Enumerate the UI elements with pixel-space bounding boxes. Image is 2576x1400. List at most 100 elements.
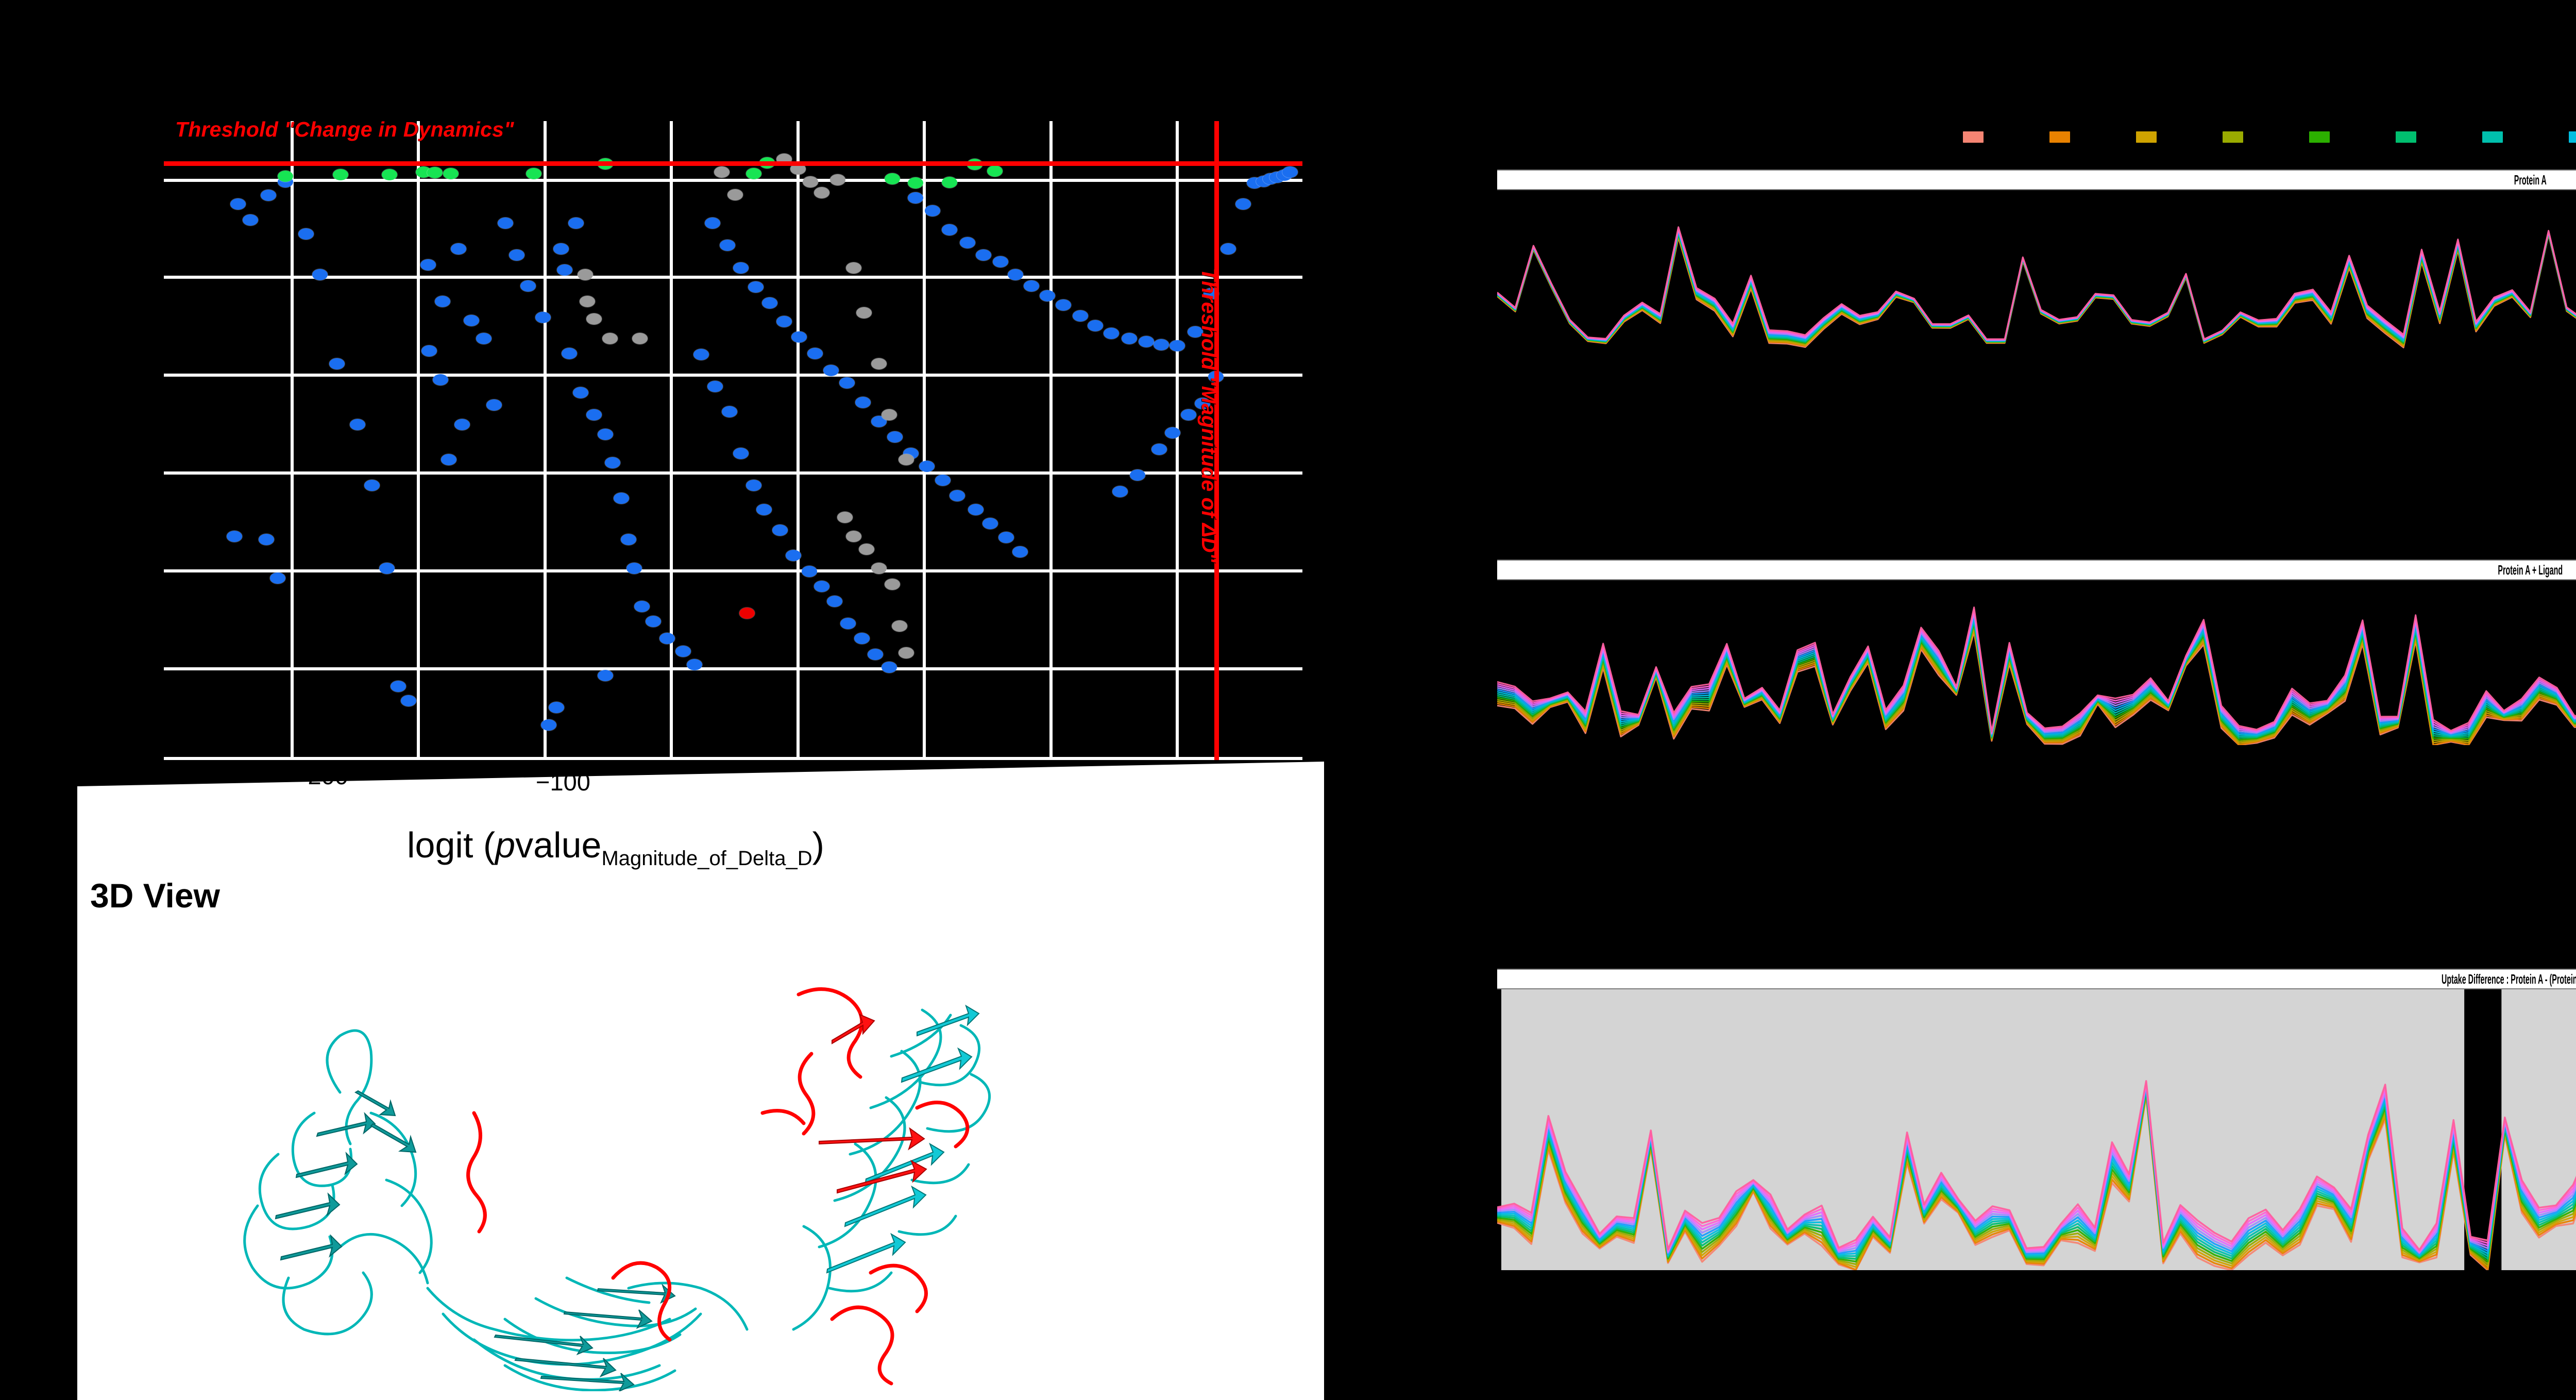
scatter-point-blue[interactable]	[421, 345, 437, 357]
scatter-point-grey[interactable]	[858, 543, 874, 555]
scatter-point-blue[interactable]	[993, 256, 1009, 267]
scatter-point-blue[interactable]	[941, 224, 957, 235]
scatter-point-blue[interactable]	[270, 572, 285, 584]
scatter-point-blue[interactable]	[675, 646, 691, 657]
scatter-point-green[interactable]	[885, 173, 901, 184]
scatter-point-green[interactable]	[907, 177, 923, 189]
legend-swatch-4[interactable]	[2309, 131, 2330, 143]
scatter-point-blue[interactable]	[298, 228, 314, 240]
scatter-point-blue[interactable]	[1112, 486, 1128, 498]
scatter-point-blue[interactable]	[707, 380, 723, 392]
scatter-point-blue[interactable]	[451, 243, 467, 255]
plot-canvas-protein-a-ligand[interactable]	[1497, 580, 2576, 745]
scatter-point-blue[interactable]	[791, 331, 807, 343]
scatter-point-blue[interactable]	[598, 670, 614, 682]
scatter-point-blue[interactable]	[924, 205, 940, 216]
plot-canvas-protein-a[interactable]	[1497, 190, 2576, 350]
scatter-point-blue[interactable]	[646, 615, 662, 627]
plot-canvas-uptake-difference[interactable]	[1497, 989, 2576, 1270]
scatter-point-blue[interactable]	[549, 702, 565, 714]
scatter-point-blue[interactable]	[476, 332, 492, 344]
scatter-point-blue[interactable]	[1024, 280, 1040, 292]
scatter-point-blue[interactable]	[745, 479, 761, 491]
scatter-point-green[interactable]	[745, 167, 761, 179]
scatter-point-blue[interactable]	[998, 532, 1014, 544]
scatter-point-blue[interactable]	[420, 259, 436, 271]
scatter-point-green[interactable]	[526, 167, 542, 179]
scatter-point-grey[interactable]	[586, 313, 602, 325]
scatter-point-blue[interactable]	[802, 566, 818, 578]
scatter-point-grey[interactable]	[727, 189, 743, 200]
legend-swatch-6[interactable]	[2482, 131, 2503, 143]
scatter-point-grey[interactable]	[577, 268, 593, 280]
scatter-point-grey[interactable]	[602, 332, 618, 344]
scatter-point-green[interactable]	[381, 169, 397, 181]
protein-ribbon-structure[interactable]	[185, 958, 1154, 1393]
scatter-point-blue[interactable]	[620, 534, 636, 546]
scatter-point-blue[interactable]	[463, 314, 479, 326]
scatter-point-blue[interactable]	[486, 399, 502, 411]
scatter-point-blue[interactable]	[586, 409, 602, 421]
scatter-point-blue[interactable]	[776, 316, 792, 328]
scatter-point-blue[interactable]	[1235, 198, 1251, 210]
scatter-point-blue[interactable]	[1039, 290, 1055, 301]
scatter-point-grey[interactable]	[837, 511, 853, 523]
scatter-point-grey[interactable]	[803, 176, 819, 188]
scatter-point-blue[interactable]	[1087, 319, 1103, 331]
scatter-point-red[interactable]	[739, 607, 755, 619]
scatter-point-blue[interactable]	[258, 534, 274, 546]
scatter-point-blue[interactable]	[748, 281, 764, 293]
scatter-point-blue[interactable]	[440, 454, 456, 466]
scatter-point-blue[interactable]	[435, 295, 451, 307]
scatter-point-blue[interactable]	[919, 460, 935, 472]
scatter-point-grey[interactable]	[846, 262, 862, 274]
scatter-point-blue[interactable]	[826, 596, 842, 608]
scatter-point-grey[interactable]	[871, 563, 887, 574]
scatter-point-blue[interactable]	[553, 243, 569, 255]
legend-swatch-7[interactable]	[2569, 131, 2576, 143]
scatter-point-blue[interactable]	[1151, 444, 1167, 456]
scatter-point-blue[interactable]	[960, 237, 976, 248]
scatter-point-grey[interactable]	[846, 531, 862, 542]
scatter-point-green[interactable]	[987, 165, 1003, 177]
scatter-point-grey[interactable]	[881, 409, 897, 421]
scatter-point-blue[interactable]	[840, 617, 856, 629]
scatter-point-blue[interactable]	[540, 719, 556, 731]
scatter-point-blue[interactable]	[1055, 299, 1071, 311]
scatter-point-blue[interactable]	[705, 217, 721, 229]
legend-swatch-3[interactable]	[2223, 131, 2243, 143]
scatter-point-blue[interactable]	[968, 503, 984, 515]
scatter-point-blue[interactable]	[520, 280, 536, 292]
scatter-point-blue[interactable]	[1153, 339, 1169, 350]
scatter-point-blue[interactable]	[568, 217, 584, 229]
scatter-point-grey[interactable]	[871, 358, 887, 370]
scatter-point-blue[interactable]	[868, 649, 884, 661]
scatter-point-blue[interactable]	[1129, 469, 1145, 481]
scatter-point-grey[interactable]	[891, 620, 907, 632]
scatter-point-blue[interactable]	[761, 297, 777, 309]
scatter-point-blue[interactable]	[312, 268, 328, 280]
scatter-point-blue[interactable]	[227, 531, 243, 542]
scatter-point-blue[interactable]	[854, 633, 870, 645]
scatter-point-blue[interactable]	[598, 428, 614, 440]
plot-block-uptake-difference[interactable]: Uptake Difference : Protein A - (Protein…	[1497, 969, 2576, 1270]
scatter-point-blue[interactable]	[509, 249, 525, 261]
scatter-point-grey[interactable]	[830, 174, 846, 186]
scatter-point-grey[interactable]	[898, 647, 914, 659]
scatter-point-blue[interactable]	[604, 457, 620, 469]
scatter-point-blue[interactable]	[1282, 166, 1298, 178]
scatter-point-blue[interactable]	[1073, 310, 1089, 322]
scatter-point-blue[interactable]	[433, 374, 449, 386]
scatter-point-grey[interactable]	[714, 166, 730, 178]
scatter-point-blue[interactable]	[756, 503, 772, 515]
scatter-point-blue[interactable]	[535, 311, 551, 323]
scatter-point-grey[interactable]	[814, 187, 830, 198]
scatter-point-blue[interactable]	[614, 492, 630, 504]
scatter-point-blue[interactable]	[261, 189, 277, 201]
scatter-point-blue[interactable]	[230, 198, 246, 210]
scatter-point-green[interactable]	[443, 167, 459, 179]
scatter-point-blue[interactable]	[786, 550, 802, 562]
scatter-point-blue[interactable]	[807, 348, 823, 360]
scatter-point-blue[interactable]	[391, 681, 406, 693]
scatter-point-blue[interactable]	[1103, 327, 1119, 339]
